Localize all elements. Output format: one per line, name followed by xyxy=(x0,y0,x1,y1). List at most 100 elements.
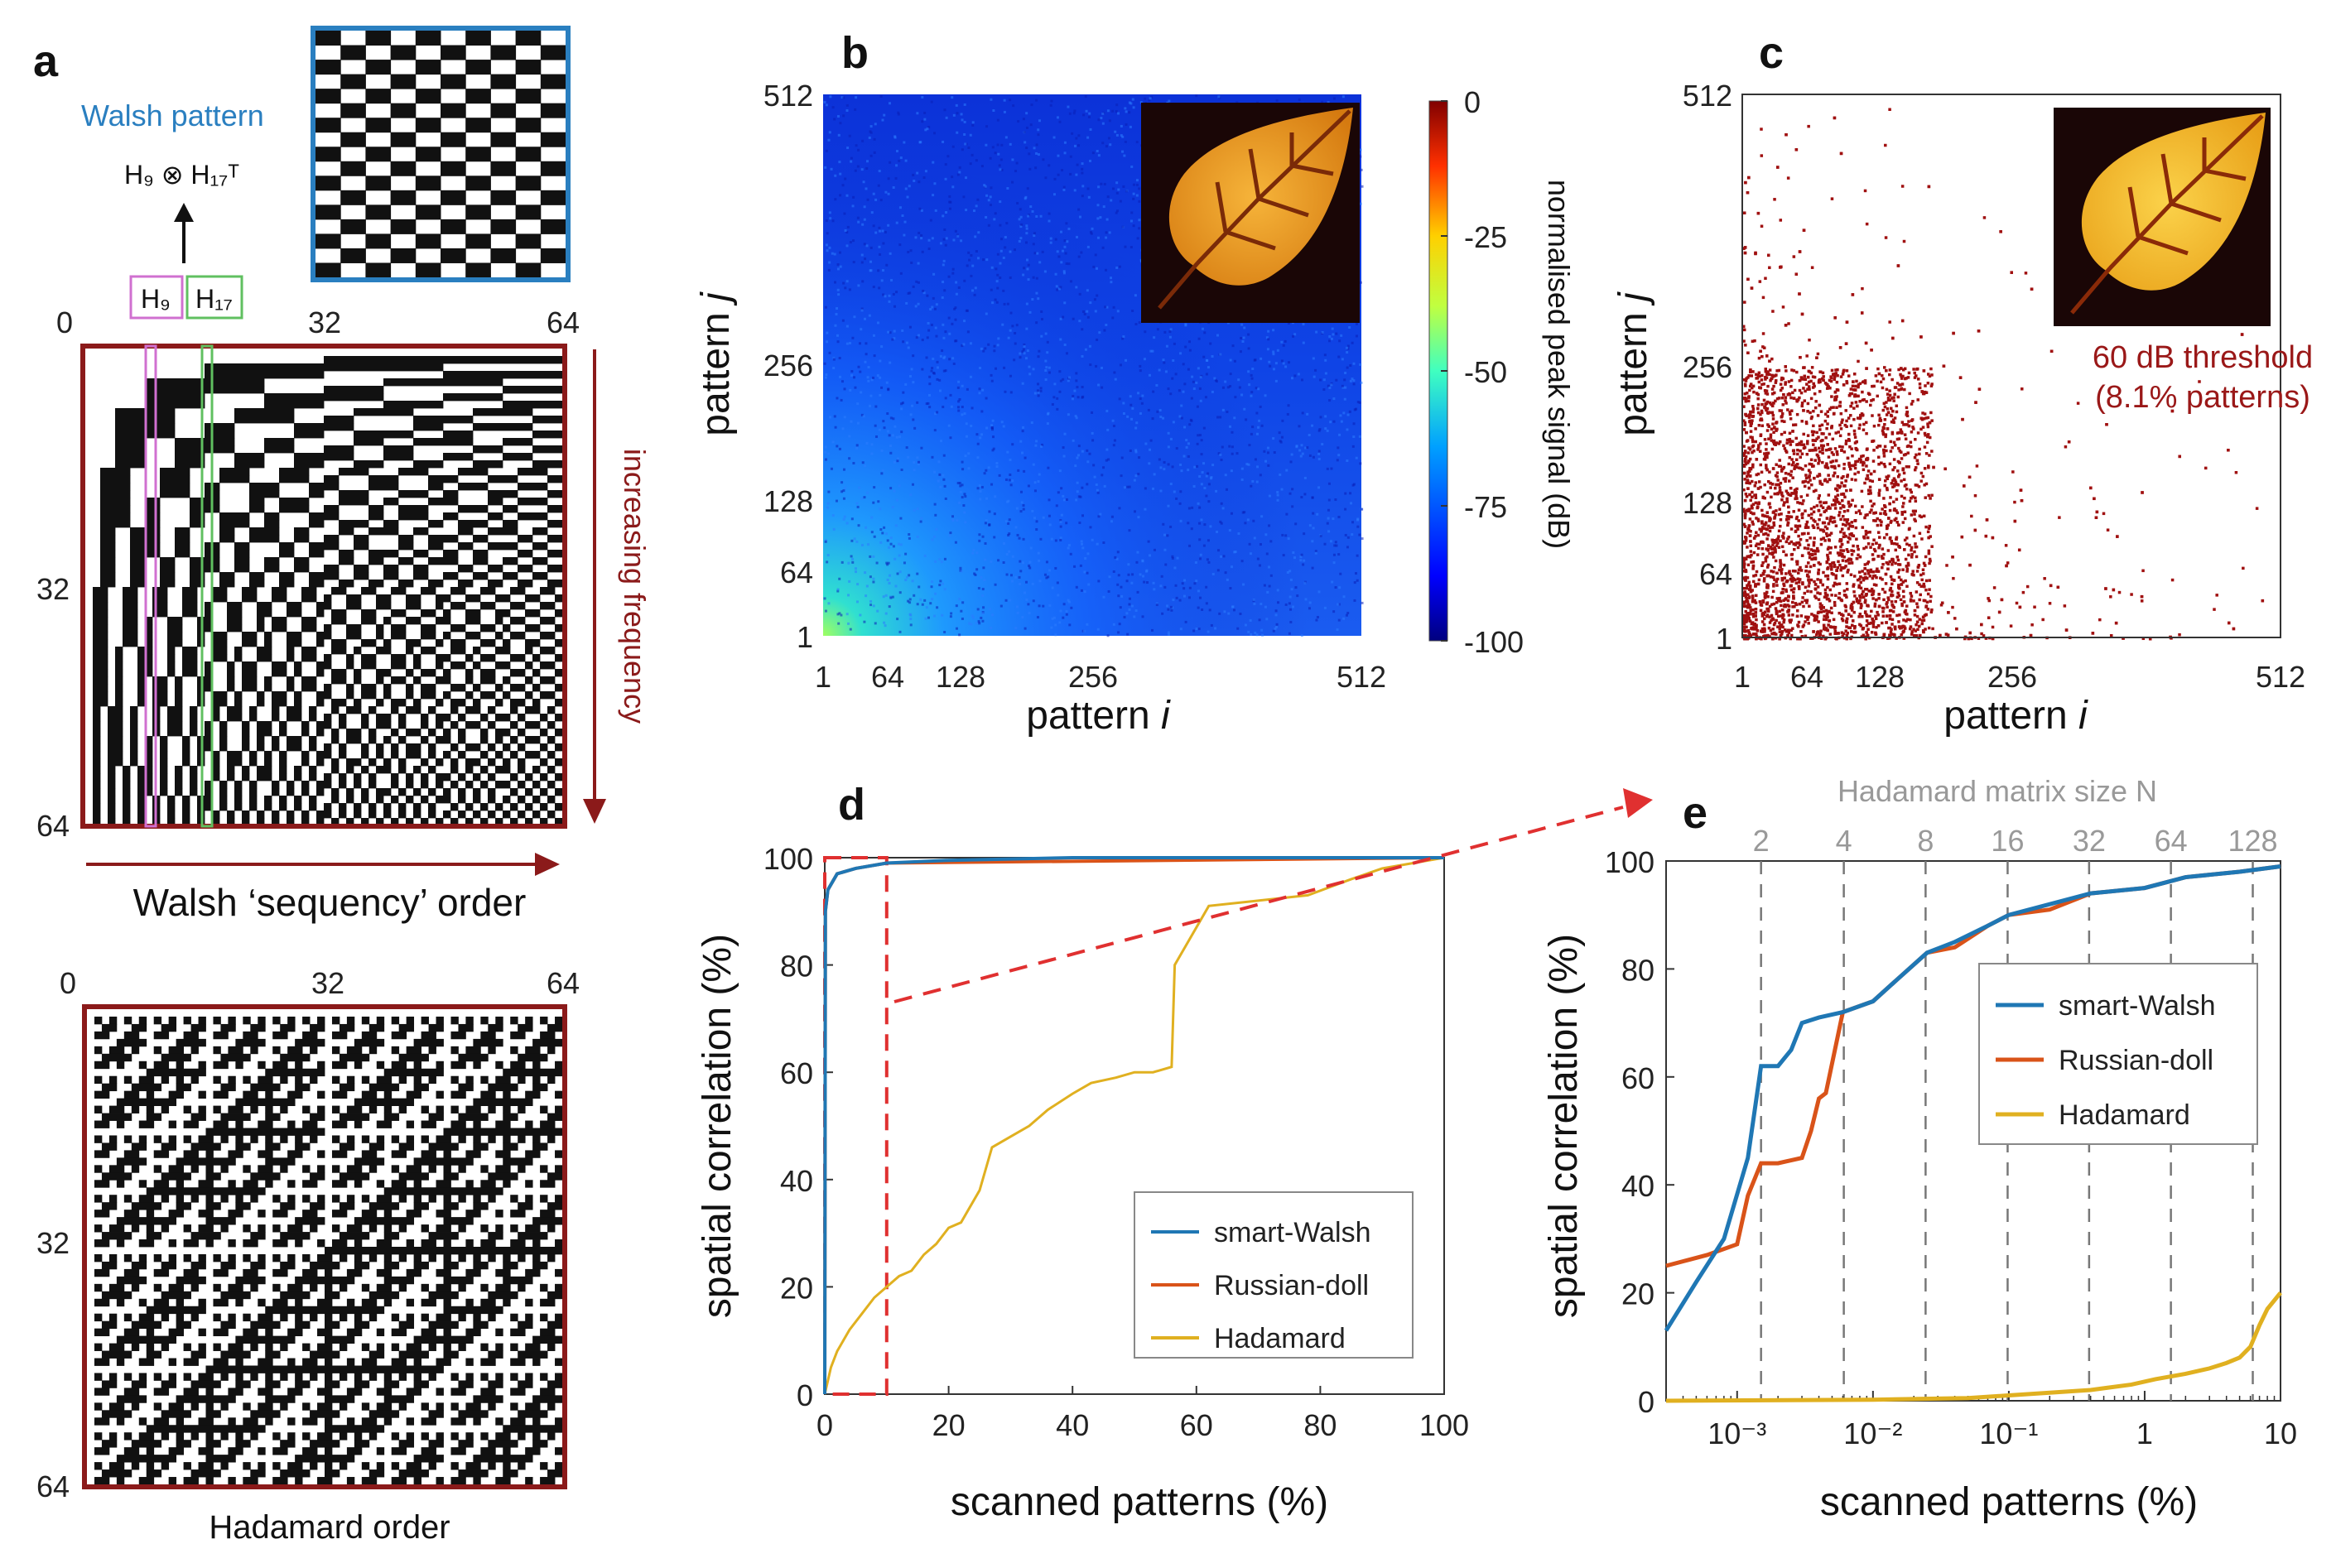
scatter-point xyxy=(1756,505,1760,509)
scatter-point xyxy=(1800,532,1804,536)
scatter-point xyxy=(1805,452,1809,456)
matrix-cell-run xyxy=(131,1224,140,1233)
matrix-cell-run xyxy=(295,1276,355,1285)
matrix-cell-run xyxy=(450,684,466,692)
matrix-cell-run xyxy=(258,1016,266,1025)
matrix-cell-run xyxy=(176,1313,184,1322)
matrix-cell-run xyxy=(510,1358,526,1366)
scatter-point xyxy=(1826,556,1830,560)
matrix-cell-run xyxy=(242,818,250,826)
matrix-cell-run xyxy=(488,1440,518,1448)
matrix-cell-run xyxy=(295,1477,303,1485)
scatter-point xyxy=(1898,587,1901,590)
scatter-point xyxy=(1813,564,1816,567)
matrix-cell-run xyxy=(183,1343,191,1351)
matrix-cell-run xyxy=(532,1440,548,1448)
walsh-pattern-cell xyxy=(540,132,566,147)
walsh-pattern-cell xyxy=(415,262,441,278)
matrix-cell-run xyxy=(555,654,563,662)
matrix-cell-run xyxy=(383,378,503,387)
matrix-cell-run xyxy=(242,684,258,692)
matrix-cell-run xyxy=(428,743,436,752)
matrix-cell-run xyxy=(547,475,563,483)
matrix-cell-run xyxy=(131,1083,162,1092)
matrix-cell-run xyxy=(391,1165,400,1173)
matrix-cell-run xyxy=(368,1023,385,1032)
scatter-point xyxy=(1775,612,1779,616)
scatter-point xyxy=(1891,632,1895,637)
scatter-point xyxy=(1773,426,1776,429)
scatter-point xyxy=(1904,608,1908,613)
matrix-cell-run xyxy=(518,1410,548,1418)
matrix-cell-run xyxy=(450,699,466,707)
scatter-point xyxy=(1840,542,1844,546)
matrix-cell-run xyxy=(228,1239,236,1248)
matrix-cell-run xyxy=(161,1172,191,1181)
scatter-point xyxy=(1901,589,1905,594)
scatter-point xyxy=(1777,546,1781,549)
matrix-cell-run xyxy=(257,773,272,782)
scatter-point xyxy=(1876,445,1879,450)
scatter-point xyxy=(2234,470,2238,474)
scatter-point xyxy=(1810,463,1813,466)
scatter-point xyxy=(1877,597,1881,600)
matrix-cell-run xyxy=(205,1455,236,1463)
walsh-pattern-cell xyxy=(490,45,517,60)
scatter-point xyxy=(1847,568,1850,572)
scatter-point xyxy=(1905,465,1909,469)
scatter-point xyxy=(1780,570,1783,573)
scatter-point xyxy=(1789,628,1793,632)
matrix-cell-run xyxy=(525,639,541,647)
scatter-point xyxy=(1832,453,1835,456)
scatter-point xyxy=(1775,483,1778,487)
matrix-cell-run xyxy=(101,1320,118,1330)
scatter-point xyxy=(1865,614,1869,618)
matrix-cell-run xyxy=(495,684,503,692)
matrix-cell-run xyxy=(176,1180,184,1188)
scatter-point xyxy=(1780,432,1784,436)
scatter-point xyxy=(1828,447,1833,451)
matrix-cell-run xyxy=(406,602,421,610)
matrix-cell-run xyxy=(518,743,526,752)
matrix-cell-run xyxy=(406,781,414,789)
scatter-point xyxy=(2093,497,2096,501)
matrix-cell-run xyxy=(391,1447,407,1455)
scatter-point xyxy=(1817,497,1821,500)
matrix-cell-run xyxy=(465,1046,481,1055)
matrix-cell-run xyxy=(280,1232,311,1240)
scatter-point xyxy=(1742,613,1746,618)
scatter-point xyxy=(1765,442,1768,445)
matrix-cell-run xyxy=(235,1276,266,1285)
scatter-point xyxy=(1916,431,1920,435)
matrix-cell-run xyxy=(145,498,161,506)
matrix-cell-run xyxy=(555,609,563,618)
walsh-pattern-cell xyxy=(340,132,366,147)
matrix-cell-run xyxy=(101,1380,118,1388)
matrix-cell-run xyxy=(503,1469,518,1478)
matrix-cell-run xyxy=(436,1432,444,1441)
matrix-cell-run xyxy=(295,1239,303,1248)
scatter-point xyxy=(1887,598,1890,602)
matrix-cell-run xyxy=(131,1105,140,1113)
matrix-cell-run xyxy=(391,1180,407,1188)
matrix-cell-run xyxy=(368,736,377,744)
scatter-point xyxy=(1787,610,1790,613)
panel-b-xlabel: pattern i xyxy=(1026,694,1171,738)
matrix-cell-run xyxy=(503,1142,518,1151)
scatter-point xyxy=(1749,634,1753,637)
walsh-pattern-cell xyxy=(390,132,417,147)
matrix-cell-run xyxy=(228,1016,236,1025)
matrix-cell-run xyxy=(258,1447,266,1455)
scatter-point xyxy=(1842,509,1847,513)
scatter-point xyxy=(1843,423,1847,427)
scatter-point xyxy=(1743,251,1747,255)
scatter-point xyxy=(1770,547,1774,551)
matrix-cell-run xyxy=(205,781,213,789)
matrix-cell-run xyxy=(316,669,325,677)
matrix-cell-run xyxy=(324,594,332,603)
scatter-point xyxy=(1885,387,1889,392)
matrix-cell-run xyxy=(167,624,183,632)
matrix-cell-run xyxy=(272,594,287,603)
scatter-point xyxy=(1749,498,1752,503)
scatter-point xyxy=(1849,637,1852,641)
